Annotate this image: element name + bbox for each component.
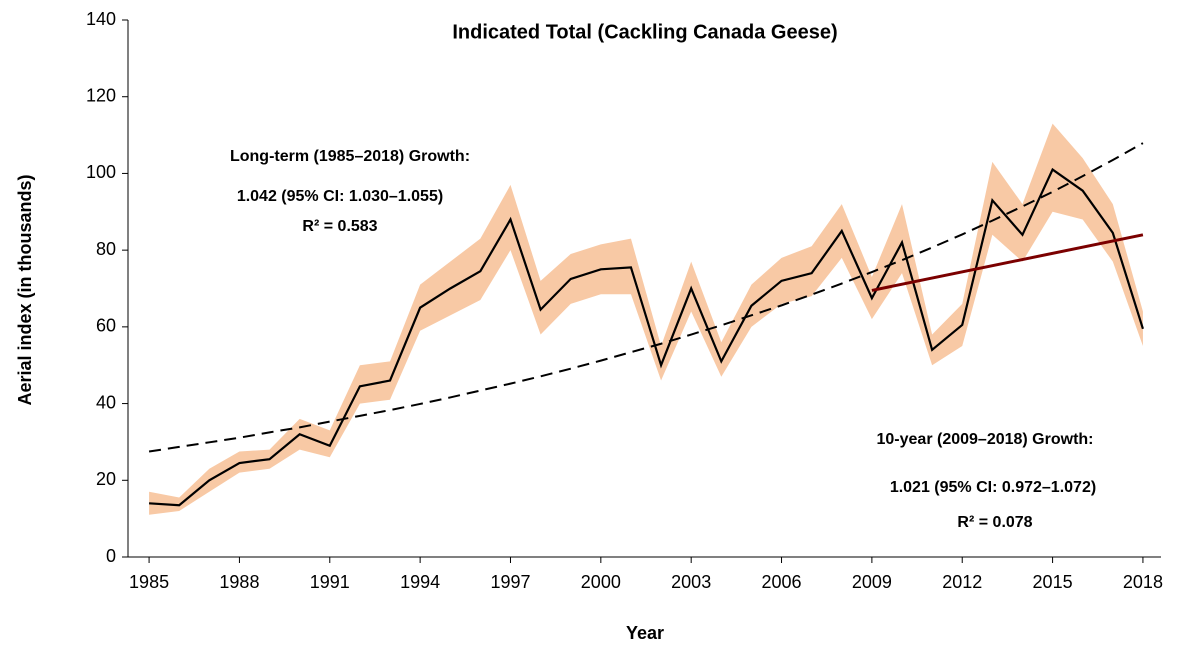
x-tick-label: 1985 (129, 572, 169, 592)
y-axis-label: Aerial index (in thousands) (15, 174, 35, 405)
x-tick-label: 2012 (942, 572, 982, 592)
x-axis-label: Year (626, 623, 664, 643)
annotation: 1.042 (95% CI: 1.030–1.055) (237, 188, 443, 205)
x-tick-label: 2003 (671, 572, 711, 592)
y-tick-label: 140 (86, 9, 116, 29)
x-tick-label: 1994 (400, 572, 440, 592)
x-tick-label: 2015 (1033, 572, 1073, 592)
annotation: R² = 0.078 (957, 514, 1032, 531)
y-tick-label: 80 (96, 239, 116, 259)
y-tick-label: 40 (96, 392, 116, 412)
x-tick-label: 2000 (581, 572, 621, 592)
data-line (149, 167, 1144, 507)
annotation: R² = 0.583 (302, 218, 377, 235)
x-tick-label: 2018 (1123, 572, 1163, 592)
y-tick-label: 120 (86, 85, 116, 105)
x-tick-label: 1991 (310, 572, 350, 592)
trend-line (871, 233, 1144, 292)
annotation: Long-term (1985–2018) Growth: (230, 148, 470, 165)
x-tick-label: 1988 (219, 572, 259, 592)
trend-line (148, 142, 1144, 453)
y-tick-label: 0 (106, 546, 116, 566)
annotation: 10-year (2009–2018) Growth: (877, 431, 1094, 448)
x-tick-label: 2006 (762, 572, 802, 592)
y-tick-label: 100 (86, 162, 116, 182)
y-tick-label: 20 (96, 469, 116, 489)
annotation: 1.021 (95% CI: 0.972–1.072) (890, 479, 1096, 496)
chart-title: Indicated Total (Cackling Canada Geese) (452, 21, 837, 43)
y-tick-label: 60 (96, 316, 116, 336)
x-tick-label: 1997 (490, 572, 530, 592)
x-tick-label: 2009 (852, 572, 892, 592)
